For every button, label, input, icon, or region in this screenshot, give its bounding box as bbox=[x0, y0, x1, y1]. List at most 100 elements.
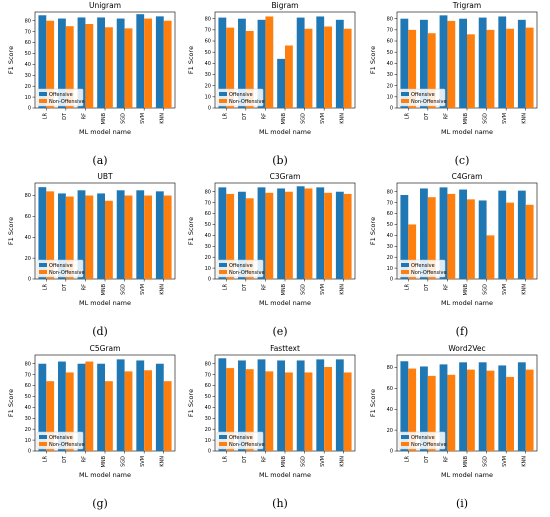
bar-non-offensive-sgd bbox=[304, 28, 313, 108]
bar-offensive-svm bbox=[136, 360, 145, 451]
chart-title: UBT bbox=[97, 172, 113, 181]
x-tick-label: LR bbox=[42, 283, 48, 290]
bar-non-offensive-lr bbox=[226, 27, 235, 108]
y-tick-label: 60 bbox=[205, 39, 211, 45]
x-axis-label: ML model name bbox=[259, 128, 311, 136]
bar-offensive-svm bbox=[498, 190, 507, 279]
bar-offensive-lr bbox=[38, 15, 47, 108]
y-tick-label: 20 bbox=[387, 83, 393, 89]
legend-label-offensive: Offensive bbox=[229, 92, 253, 98]
chart-title: Bigram bbox=[272, 1, 299, 10]
subplot-bigram: Bigram 0 10 20 30 40 50 60 70 80 LR DT RF MNB SGD SVM KN… bbox=[187, 1, 356, 167]
bar-non-offensive-knn bbox=[343, 193, 352, 279]
legend-swatch-offensive bbox=[219, 435, 227, 439]
y-tick-label: 40 bbox=[25, 235, 31, 241]
x-tick-label: DT bbox=[424, 455, 430, 463]
x-tick-label: SVM bbox=[320, 284, 326, 295]
y-tick-label: 50 bbox=[25, 51, 31, 57]
legend-label-non-offensive: Non-Offensive bbox=[49, 99, 85, 105]
bar-non-offensive-sgd bbox=[486, 29, 495, 108]
bar-offensive-knn bbox=[335, 19, 344, 109]
legend-label-non-offensive: Non-Offensive bbox=[411, 442, 447, 448]
bar-non-offensive-dt bbox=[65, 196, 74, 279]
x-tick-label: MNB bbox=[281, 112, 287, 124]
legend-box bbox=[36, 259, 84, 278]
legend-label-offensive: Offensive bbox=[229, 435, 253, 441]
x-tick-label: SVM bbox=[502, 113, 508, 124]
bar-non-offensive-lr bbox=[46, 20, 55, 108]
legend-box bbox=[398, 88, 446, 107]
bar-non-offensive-rf bbox=[265, 192, 274, 279]
x-tick-label: SVM bbox=[140, 456, 146, 467]
bar-offensive-svm bbox=[136, 190, 145, 279]
bar-non-offensive-mnb bbox=[467, 199, 475, 279]
bar-non-offensive-lr bbox=[46, 191, 55, 279]
legend-label-offensive: Offensive bbox=[49, 92, 73, 98]
bar-non-offensive-svm bbox=[506, 376, 514, 451]
bar-non-offensive-mnb bbox=[105, 27, 113, 108]
bar-offensive-knn bbox=[517, 362, 526, 451]
x-tick-label: SGD bbox=[301, 113, 307, 124]
legend-label-non-offensive: Non-Offensive bbox=[49, 270, 85, 276]
bar-non-offensive-knn bbox=[163, 20, 172, 108]
x-tick-label: SGD bbox=[121, 113, 127, 124]
y-tick-label: 80 bbox=[387, 16, 393, 22]
bar-non-offensive-dt bbox=[65, 26, 74, 109]
bar-offensive-knn bbox=[335, 191, 344, 279]
chart-title: Trigram bbox=[452, 1, 481, 10]
y-tick-label: 40 bbox=[205, 233, 211, 239]
y-tick-label: 20 bbox=[25, 427, 31, 433]
bar-non-offensive-knn bbox=[525, 204, 534, 279]
legend-swatch-offensive bbox=[219, 263, 227, 267]
y-tick-label: 30 bbox=[25, 416, 31, 422]
bar-non-offensive-knn bbox=[343, 372, 352, 451]
x-axis-label: ML model name bbox=[79, 299, 131, 307]
bar-non-offensive-svm bbox=[144, 370, 152, 451]
legend-box bbox=[36, 431, 84, 450]
x-tick-label: SVM bbox=[320, 113, 326, 124]
bar-non-offensive-svm bbox=[144, 18, 152, 108]
y-tick-label: 30 bbox=[387, 244, 393, 250]
legend-label-non-offensive: Non-Offensive bbox=[229, 270, 265, 276]
x-tick-label: MNB bbox=[101, 455, 107, 467]
bar-non-offensive-svm bbox=[144, 195, 152, 279]
bar-offensive-knn bbox=[517, 19, 526, 109]
bar-offensive-rf bbox=[439, 187, 448, 279]
bar-offensive-mnb bbox=[277, 188, 285, 279]
bar-non-offensive-svm bbox=[506, 202, 514, 279]
bar-offensive-mnb bbox=[97, 17, 105, 109]
x-tick-label: SGD bbox=[301, 284, 307, 295]
bar-offensive-svm bbox=[136, 14, 145, 109]
x-tick-label: MNB bbox=[281, 283, 287, 295]
bar-offensive-sgd bbox=[296, 186, 305, 279]
bar-non-offensive-lr bbox=[408, 224, 417, 279]
y-tick-label: 30 bbox=[387, 72, 393, 78]
y-tick-label: 0 bbox=[28, 449, 31, 455]
subfigure-caption: (h) bbox=[272, 497, 288, 510]
legend-swatch-offensive bbox=[219, 92, 227, 96]
bar-non-offensive-sgd bbox=[124, 195, 133, 279]
bar-offensive-lr bbox=[218, 187, 227, 279]
subplot-c5gram: C5Gram 0 10 20 30 40 50 60 70 80 LR DT RF MNB SGD SVM KN… bbox=[7, 344, 176, 510]
x-tick-label: KNN bbox=[340, 456, 346, 467]
y-tick-label: 60 bbox=[205, 211, 211, 217]
legend-swatch-non-offensive bbox=[39, 442, 47, 446]
y-tick-label: 70 bbox=[387, 28, 393, 34]
y-tick-label: 80 bbox=[25, 193, 31, 199]
chart-title: C3Gram bbox=[270, 172, 301, 181]
subplot-unigram: Unigram 0 10 20 30 40 50 60 70 80 LR DT RF MNB SGD SVM K… bbox=[7, 1, 176, 167]
x-tick-label: SGD bbox=[121, 284, 127, 295]
bar-offensive-dt bbox=[420, 188, 428, 279]
legend-label-offensive: Offensive bbox=[411, 92, 435, 98]
bar-offensive-sgd bbox=[116, 190, 125, 279]
bar-offensive-svm bbox=[316, 16, 325, 108]
bar-offensive-dt bbox=[420, 366, 428, 451]
x-axis-label: ML model name bbox=[259, 299, 311, 307]
y-tick-label: 10 bbox=[25, 95, 31, 101]
legend-swatch-non-offensive bbox=[219, 270, 227, 274]
bar-non-offensive-rf bbox=[447, 374, 456, 451]
x-tick-label: KNN bbox=[522, 284, 528, 295]
bar-offensive-dt bbox=[238, 191, 246, 279]
x-tick-label: SVM bbox=[502, 456, 508, 467]
